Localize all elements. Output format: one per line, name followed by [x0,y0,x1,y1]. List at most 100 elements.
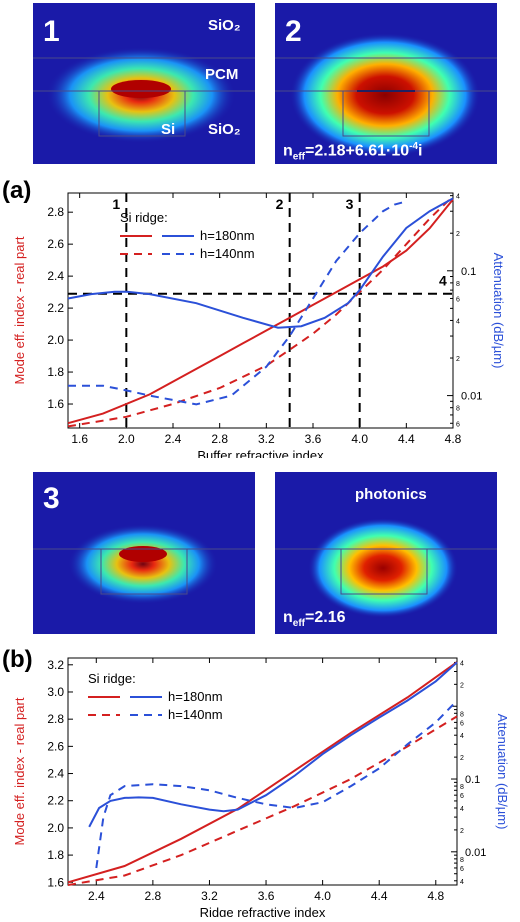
x-tick-label: 4.4 [371,889,388,903]
marker-label: 4 [439,273,447,289]
x-axis-label: Buffer refractive index [197,448,324,458]
x-tick-label: 2.8 [145,889,162,903]
label-pcm: PCM [205,66,239,83]
mode-profile-image [33,3,255,164]
x-tick-label: 3.6 [258,889,275,903]
figure-tag-b: (b) [2,646,33,673]
y-right-minor-label: 8 [456,281,460,288]
y-left-axis-label: Mode eff. index - real part [12,697,27,845]
chart-b-svg: 2.4 2.8 3.2 3.6 4.0 4.4 4.8 1.6 1.8 2.0 2.2 2.4 2.6 2… [12,657,510,920]
y-left-tick-label: 2.0 [47,821,64,835]
x-tick-label: 3.2 [201,889,218,903]
label-si: Si [161,121,176,138]
x-tick-label: 1.6 [71,432,88,446]
y-right-tick-label: 0.01 [465,847,486,859]
x-tick-label: 2.8 [211,432,228,446]
y-right-minor-label: 6 [460,866,464,873]
x-tick-label: 4.8 [445,432,462,446]
marker-label: 3 [346,196,354,212]
x-tick-label: 3.6 [305,432,322,446]
marker-label: 2 [276,196,284,212]
y-right-minor-label: 2 [456,231,460,238]
panel-number: 1 [43,15,60,48]
x-tick-label: 4.0 [314,889,331,903]
y-right-minor-label: 2 [460,682,464,689]
y-left-tick-label: 3.2 [47,658,64,672]
neff-value: neff=2.16 [283,609,346,630]
mode-panel-4: photonics neff=2.16 [275,472,497,634]
y-right-minor-label: 4 [456,318,460,325]
series-line-right-h=140nm [95,699,458,869]
series-line-left-h=180nm [67,661,458,884]
y-left-tick-label: 2.8 [47,712,64,726]
series-line-right-h=180nm [88,661,458,828]
y-left-tick-label: 2.4 [47,767,64,781]
legend-title: Si ridge: [120,210,168,225]
x-tick-label: 4.8 [427,889,444,903]
y-right-minor-label: 6 [456,296,460,303]
x-tick-label: 2.4 [165,432,182,446]
y-right-minor-label: 6 [460,793,464,800]
legend-entry: h=180nm [168,689,223,704]
y-left-tick-label: 2.2 [47,794,64,808]
series-line-left-h=140nm [67,715,458,886]
mode-panel-1: 1 SiO₂ PCM Si SiO₂ [33,3,255,164]
y-right-minor-label: 4 [460,660,464,667]
label-sio2-top: SiO₂ [208,17,241,34]
y-right-minor-label: 8 [460,784,464,791]
panel-number: 3 [43,482,60,515]
y-left-tick-label: 2.6 [47,739,64,753]
y-right-minor-label: 4 [460,733,464,740]
legend-entry: h=140nm [200,246,255,261]
y-left-tick-label: 2.4 [47,269,64,283]
y-left-tick-label: 1.8 [47,365,64,379]
x-tick-label: 2.0 [118,432,135,446]
x-tick-label: 4.4 [398,432,415,446]
x-tick-label: 4.0 [351,432,368,446]
label-photonics: photonics [355,486,427,503]
y-right-minor-label: 6 [460,720,464,727]
y-right-minor-label: 2 [456,356,460,363]
y-left-tick-label: 2.0 [47,333,64,347]
panel-number: 2 [285,15,302,48]
label-sio2-bottom: SiO₂ [208,121,241,138]
mode-profile-image [33,472,255,634]
series-line-right-h=140nm [68,200,407,406]
y-left-tick-label: 1.6 [47,397,64,411]
y-left-tick-label: 1.6 [47,875,64,889]
x-tick-label: 3.2 [258,432,275,446]
series-line-right-h=180nm [67,197,454,329]
y-right-axis-label: Attenuation (dB/µm) [495,714,510,830]
y-right-minor-label: 4 [460,806,464,813]
y-left-tick-label: 2.8 [47,205,64,219]
plot-frame [67,657,458,886]
y-right-minor-label: 6 [456,421,460,428]
y-left-tick-label: 3.0 [47,685,64,699]
chart-b: 2.4 2.8 3.2 3.6 4.0 4.4 4.8 1.6 1.8 2.0 2.2 2.4 2.6 2… [0,645,520,920]
neff-value: neff=2.18+6.61·10-4i [283,141,423,163]
figure-tag-a: (a) [2,177,32,204]
y-right-tick-label: 0.1 [461,266,476,278]
plot-frame [67,192,454,429]
y-right-tick-label: 0.1 [465,774,480,786]
mode-profile-image [275,472,497,634]
y-right-minor-label: 4 [456,194,460,201]
legend-entry: h=140nm [168,707,223,722]
y-left-axis-label: Mode eff. index - real part [12,236,27,384]
y-right-minor-label: 2 [460,755,464,762]
legend-entry: h=180nm [200,228,255,243]
y-right-axis-label: Attenuation (dB/µm) [491,253,506,369]
chart-a: 1.6 2.0 2.4 2.8 3.2 3.6 4.0 4.4 4.8 1.6 1.8 2.0 2.2 2… [0,176,520,463]
y-right-minor-label: 8 [460,857,464,864]
mode-profile-image [275,3,497,164]
legend-title: Si ridge: [88,671,136,686]
y-right-tick-label: 0.01 [461,391,482,403]
mode-panel-3: 3 [33,472,255,634]
chart-a-svg: 1.6 2.0 2.4 2.8 3.2 3.6 4.0 4.4 4.8 1.6 1.8 2.0 2.2 2… [12,192,506,463]
y-right-minor-label: 4 [460,879,464,886]
series-line-left-h=140nm [67,195,454,428]
y-right-minor-label: 8 [460,711,464,718]
y-left-tick-label: 2.6 [47,237,64,251]
y-right-minor-label: 8 [456,406,460,413]
marker-label: 1 [112,196,120,212]
